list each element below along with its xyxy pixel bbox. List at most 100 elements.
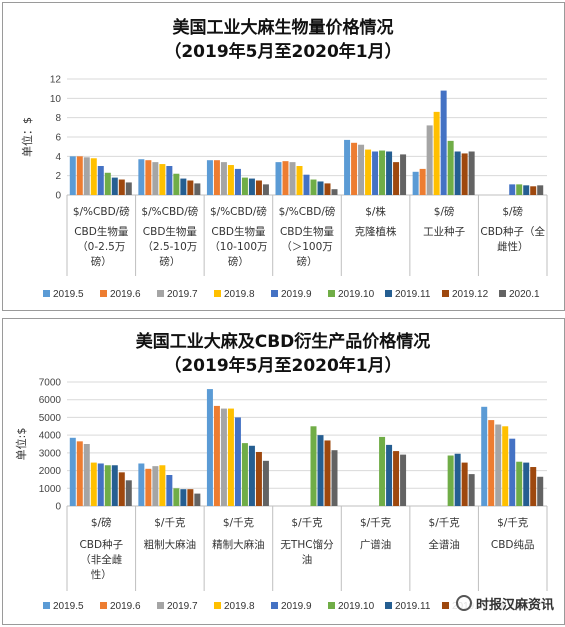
legend-swatch xyxy=(442,290,449,297)
bar xyxy=(213,160,220,195)
bar xyxy=(495,424,502,506)
category-name-label: CBD种子 xyxy=(79,538,123,551)
legend-label: 2020.1 xyxy=(509,289,540,300)
bar xyxy=(419,168,426,195)
category-name-label: 性） xyxy=(91,568,112,581)
bar xyxy=(468,151,475,195)
y-tick-label: 0 xyxy=(55,191,61,202)
legend-swatch xyxy=(43,290,50,297)
bar xyxy=(152,162,159,195)
category-name-label: 磅） xyxy=(297,255,318,268)
bar xyxy=(262,460,269,506)
bar xyxy=(241,177,248,195)
bar xyxy=(447,140,454,195)
bar xyxy=(234,417,241,506)
bar xyxy=(90,158,97,195)
bar xyxy=(187,489,194,506)
bar xyxy=(393,451,400,506)
y-tick-label: 10 xyxy=(50,94,62,105)
bar xyxy=(213,405,220,506)
watermark-text: 时报汉麻资讯 xyxy=(476,598,555,613)
bar xyxy=(324,440,331,506)
bar xyxy=(537,476,544,506)
bar xyxy=(180,489,187,506)
bar xyxy=(97,166,104,195)
chart-title: 美国工业大麻生物量价格情况 xyxy=(173,17,394,38)
bar xyxy=(194,183,201,195)
y-tick-label: 6 xyxy=(55,133,61,144)
bar xyxy=(206,160,213,195)
y-tick-label: 2000 xyxy=(39,466,62,477)
bar xyxy=(400,154,407,195)
category-unit-label: $/磅 xyxy=(91,516,112,529)
category-name-label: 精制大麻油 xyxy=(212,538,265,551)
watermark: 时报汉麻资讯 xyxy=(452,593,559,614)
bar xyxy=(118,472,125,506)
bar xyxy=(76,441,83,506)
category-unit-label: $/磅 xyxy=(502,205,523,218)
chart-subtitle: （2019年5月至2020年1月） xyxy=(164,355,401,376)
bar xyxy=(145,468,152,506)
legend-swatch xyxy=(385,602,392,609)
category-name-label: 全谱油 xyxy=(428,538,460,551)
bar xyxy=(262,184,269,195)
legend-swatch xyxy=(499,290,506,297)
bar xyxy=(255,180,262,195)
bar xyxy=(227,408,234,506)
bar xyxy=(516,184,523,195)
bar xyxy=(296,166,303,195)
bar xyxy=(69,156,76,195)
legend-label: 2019.12 xyxy=(452,289,489,300)
bar xyxy=(358,144,365,195)
y-tick-label: 12 xyxy=(50,75,62,86)
category-name-label: （＞100万 xyxy=(281,241,333,253)
bar xyxy=(111,177,118,195)
bar xyxy=(241,443,248,506)
bar xyxy=(138,463,145,506)
bar xyxy=(152,466,159,506)
legend-swatch xyxy=(442,602,449,609)
y-axis-label: 单位:$ xyxy=(14,428,28,461)
category-name-label: CBD生物量 xyxy=(143,225,198,238)
bar xyxy=(138,159,145,195)
category-name-label: 磅） xyxy=(91,255,112,268)
legend-label: 2019.6 xyxy=(110,601,141,612)
bar xyxy=(166,475,173,506)
bar xyxy=(537,185,544,195)
bar xyxy=(509,438,516,506)
bar xyxy=(173,173,180,195)
legend-swatch xyxy=(271,602,278,609)
legend-label: 2019.11 xyxy=(395,601,431,612)
y-tick-label: 5000 xyxy=(39,413,62,424)
category-name-label: 磅） xyxy=(159,255,180,268)
bar xyxy=(530,186,537,195)
derivative-price-chart: 美国工业大麻及CBD衍生产品价格情况 （2019年5月至2020年1月） 单位:$ 0… xyxy=(14,331,548,612)
bar xyxy=(426,125,433,195)
bar xyxy=(248,178,255,195)
legend-swatch xyxy=(43,602,50,609)
bar xyxy=(488,420,495,506)
category-unit-label: $/千克 xyxy=(497,517,529,529)
bar xyxy=(180,178,187,195)
category-name-label: （2.5-10万 xyxy=(142,241,197,253)
bar xyxy=(454,151,461,195)
bar xyxy=(111,465,118,506)
legend-swatch xyxy=(157,290,164,297)
bar xyxy=(412,171,419,195)
bar xyxy=(379,150,386,195)
category-unit-label: $/%CBD/磅 xyxy=(141,205,198,218)
legend-label: 2019.11 xyxy=(395,289,431,300)
category-unit-label: $/%CBD/磅 xyxy=(279,205,336,218)
legend-swatch xyxy=(214,602,221,609)
bar xyxy=(104,172,111,195)
y-tick-label: 4000 xyxy=(39,431,62,442)
bar xyxy=(447,455,454,506)
bar xyxy=(90,462,97,506)
category-unit-label: $/千克 xyxy=(429,517,461,529)
category-name-label: 无THC馏分 xyxy=(280,538,334,551)
y-tick-label: 8 xyxy=(55,113,61,124)
category-name-label: CBD种子（全 xyxy=(480,225,545,238)
bar xyxy=(303,174,310,195)
bar xyxy=(125,182,132,195)
bar xyxy=(206,389,213,506)
